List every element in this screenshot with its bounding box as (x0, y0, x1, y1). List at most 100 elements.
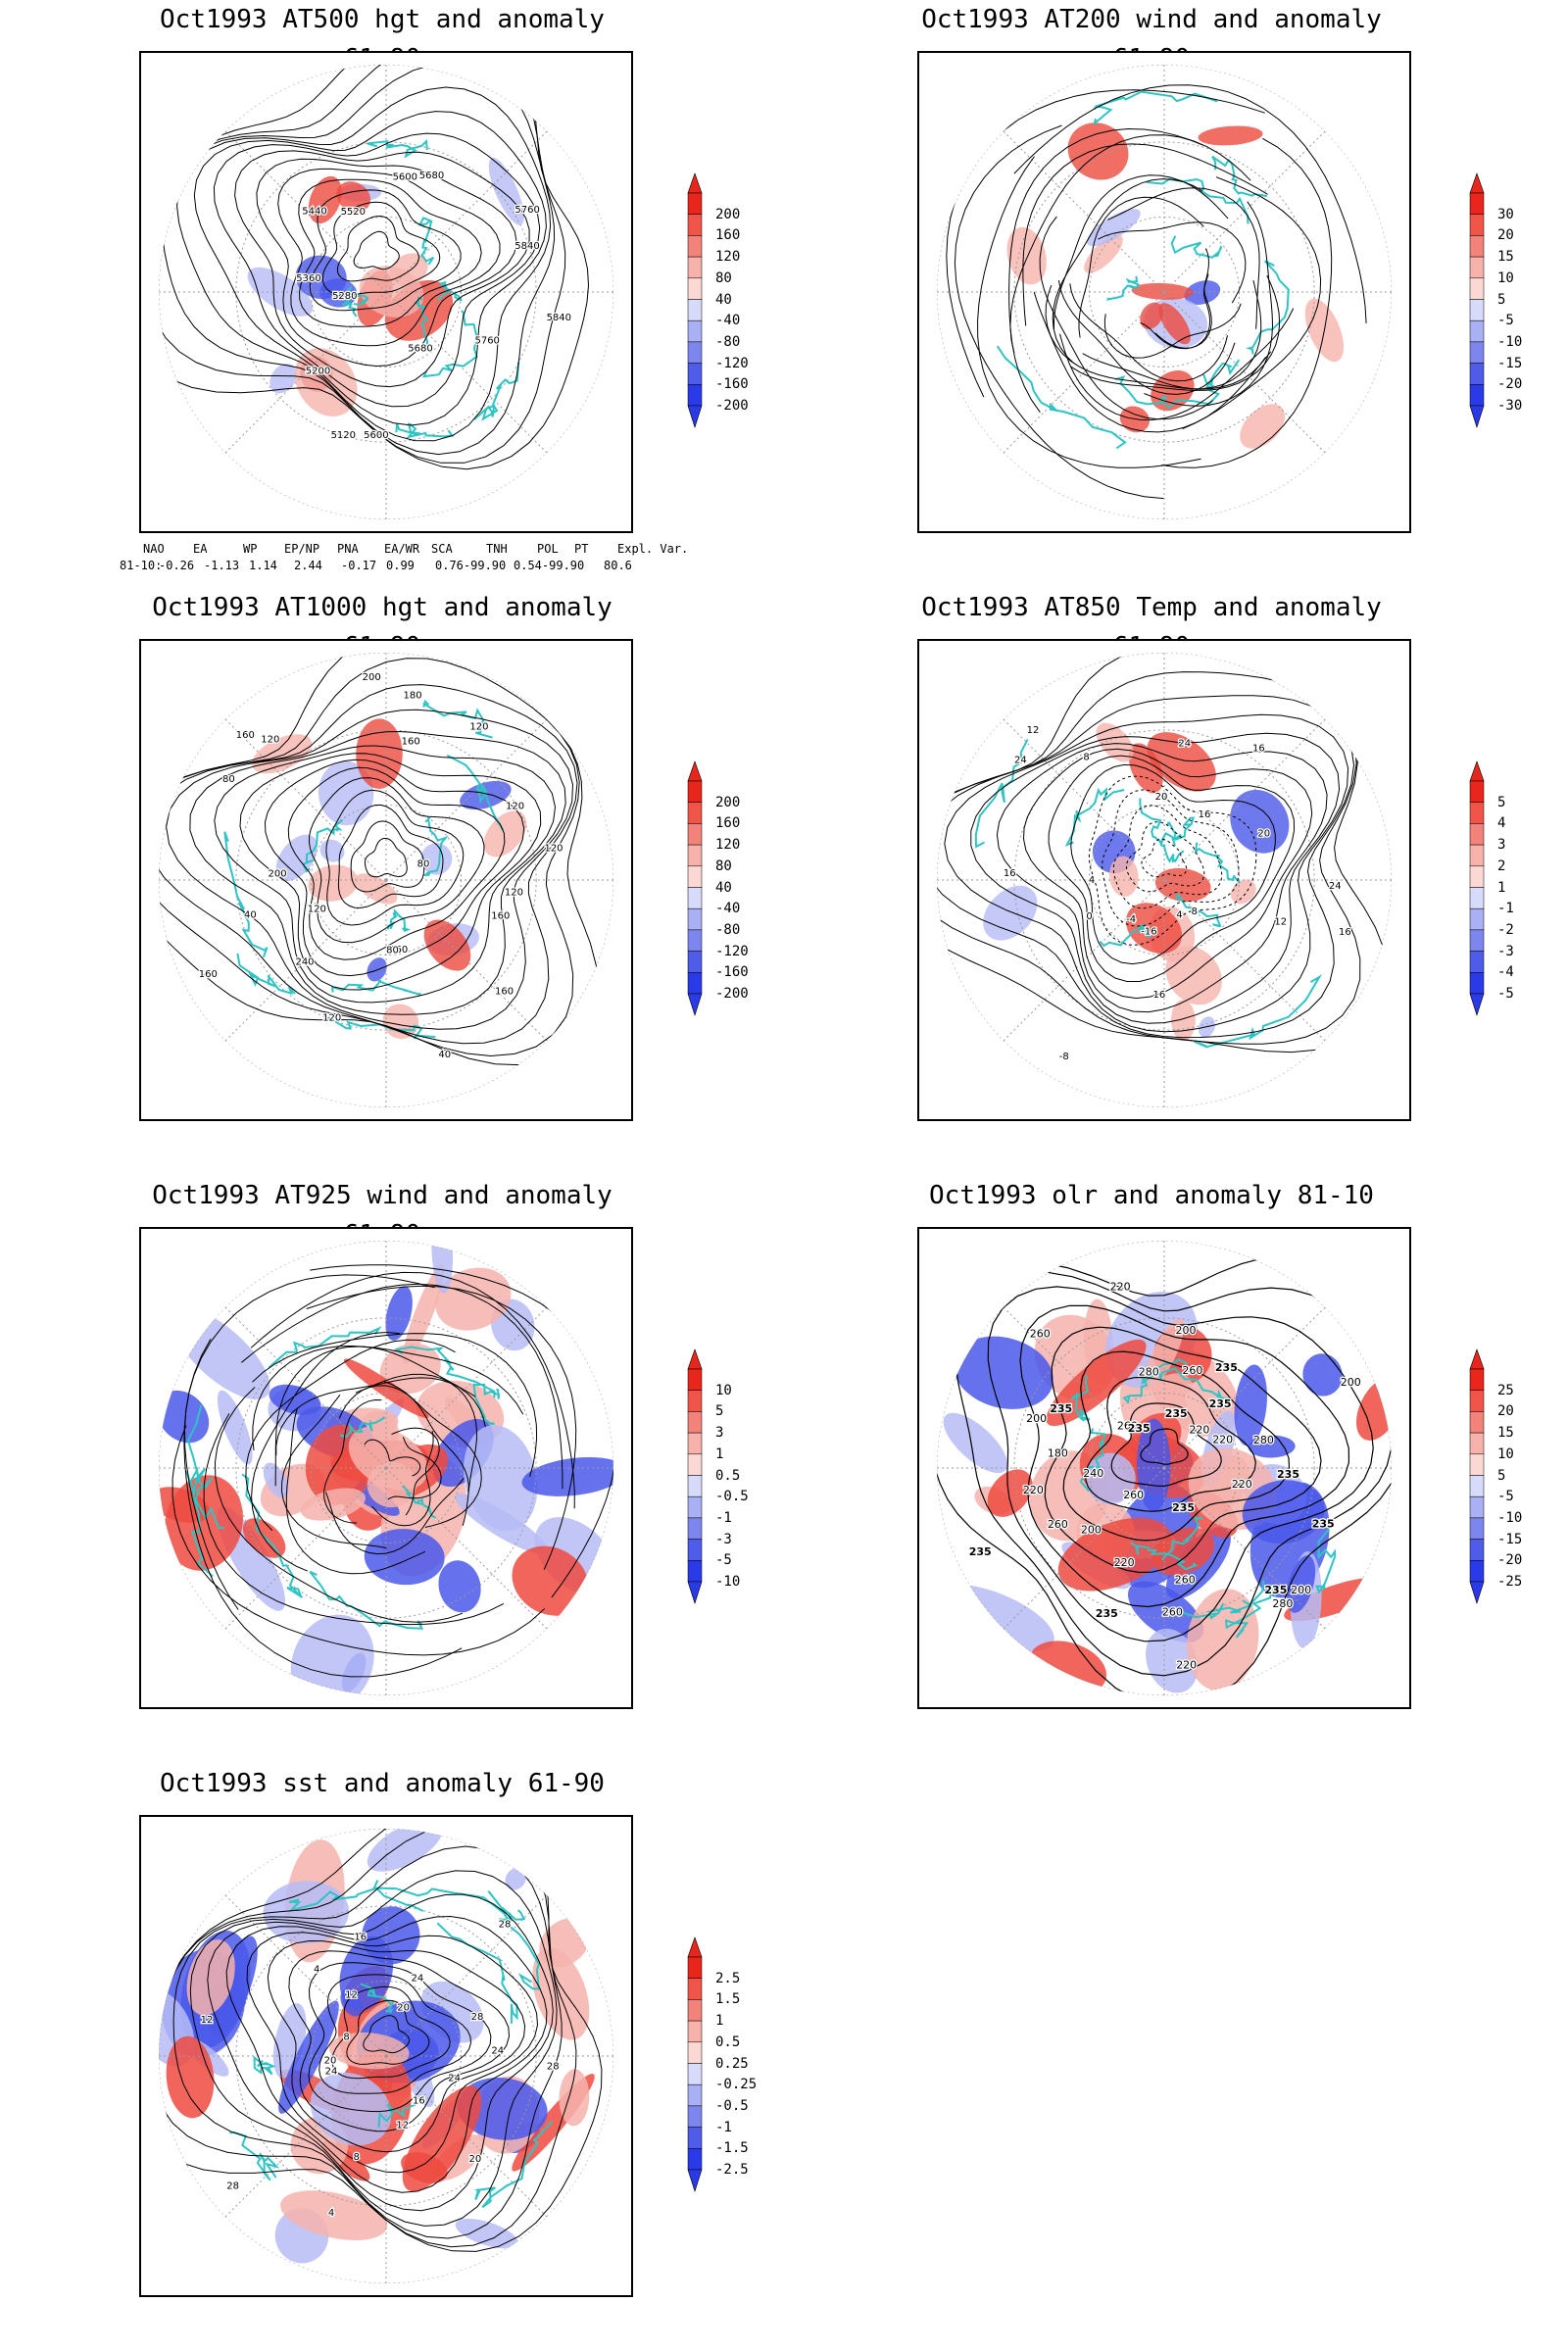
contour-label: 260 (1162, 1606, 1183, 1619)
colorbar-tick-label: 1 (1497, 879, 1506, 896)
contour-label: 240 (295, 956, 314, 967)
colorbar-tick-label: -15 (1497, 1531, 1523, 1547)
contour-label: 280 (1272, 1597, 1293, 1610)
anomaly-shading (483, 810, 527, 858)
contour-label: 235 (1215, 1361, 1238, 1374)
meridian (1003, 1306, 1165, 1469)
anomaly-shading (1242, 1480, 1325, 1544)
anomaly-shading (1287, 1555, 1316, 1613)
anomaly-shading (1137, 1418, 1171, 1512)
anomaly-shading (340, 1988, 364, 2017)
colorbar-tick-label: 40 (715, 291, 732, 308)
colorbar-tick-label: 40 (715, 879, 732, 896)
panel-at500: Oct1993 AT500 hgt and anomaly 61-90 5840… (0, 0, 784, 588)
colorbar-sst: 2.5 1.5 1 0.5 0.25 -0.25 -0.5 -1 -1.5 -2.5 (676, 1936, 794, 2210)
colorbar-tick-label: -5 (1497, 313, 1514, 329)
contour-label: 16 (1004, 868, 1016, 879)
anomaly-shading (1006, 226, 1047, 285)
meridian (385, 2055, 548, 2218)
contour-label: 160 (495, 986, 514, 997)
contour-label: 120 (261, 735, 279, 746)
contour-label: 235 (1277, 1468, 1299, 1481)
contour-label: 5120 (331, 430, 356, 441)
colorbar-tick-label: -1 (715, 1509, 732, 1526)
anomaly-shading (943, 1412, 1008, 1474)
contour-label: 28 (471, 2012, 484, 2023)
colorbar-tick-label: 160 (715, 227, 741, 244)
contour-label: 160 (236, 730, 255, 741)
colorbar-tick-label: -10 (715, 1574, 741, 1590)
colorbar-tick-label: 1.5 (715, 1991, 741, 2008)
contour-label: 4 (328, 2208, 334, 2219)
anomaly-shading (983, 885, 1038, 941)
colorbar-tick-label: -4 (1497, 964, 1514, 981)
meridian (224, 1467, 387, 1630)
colorbar-tick-label: -40 (715, 901, 741, 917)
contour-label: 160 (389, 945, 408, 956)
contour-label: 160 (491, 911, 510, 922)
teleconnection-value: 1.14 (249, 559, 277, 572)
colorbar-tick-label: 0.5 (715, 1467, 741, 1484)
colorbar-tick-label: -3 (715, 1531, 732, 1547)
anomaly-shading (1046, 1339, 1147, 1427)
colorbar-tick-label: -1 (715, 2119, 732, 2135)
contour-label: 280 (1139, 1366, 1159, 1379)
map-at850: 16 12 8 4 16 -16 -8 -4 0 4 16 24 12 8 20 24 16 16 20 24 (917, 639, 1411, 1121)
teleconnection-value: -1.13 (204, 559, 240, 572)
contour-label: 5360 (296, 273, 320, 284)
coastlines (996, 90, 1290, 450)
teleconnection-header-cell: EA (193, 542, 208, 556)
colorbar-at925: 10 5 3 1 0.5 -0.5 -1 -3 -5 -10 (676, 1348, 794, 1622)
polar-map: 2352202002352802352202602602352202602002… (937, 1241, 1392, 1695)
contour-label: 16 (354, 1933, 367, 1943)
contour-label: 4 (1176, 909, 1182, 920)
anomaly-shading (1127, 1581, 1204, 1642)
anomaly-shading (488, 157, 524, 225)
colorbar-tick-label: -20 (1497, 376, 1523, 393)
contours (937, 653, 1390, 1054)
anomaly-shading (987, 1469, 1033, 1517)
teleconnection-header-cell: PNA (337, 542, 359, 556)
contour-label: 24 (412, 1974, 424, 1984)
colorbar-tick-label: 10 (715, 1382, 732, 1398)
colorbar-tick-label: -200 (715, 986, 749, 1002)
colorbar-tick-label: -160 (715, 964, 749, 981)
anomaly-shading (1234, 1364, 1267, 1446)
panel-title: Oct1993 AT1000 hgt and anomaly 61-90 (152, 593, 612, 662)
contour-label: 24 (1014, 756, 1027, 766)
meridian (385, 291, 548, 454)
anomaly-shading (512, 1545, 589, 1616)
contour-label: 120 (308, 905, 326, 915)
colorbar-tick-label: -40 (715, 313, 741, 329)
map-at925 (139, 1227, 633, 1709)
anomaly-shading (1125, 903, 1183, 955)
contour-label: 5520 (341, 207, 366, 218)
map-sst: 28 24 20 16 12 8 4 28 24 20 12 8 4 12 16 20 24 28 28 24 (139, 1815, 633, 2297)
anomaly-shading (1146, 1628, 1199, 1693)
anomaly-shading (505, 1867, 526, 1890)
teleconnection-value: 2.44 (294, 559, 322, 572)
meridian (1163, 1467, 1326, 1630)
colorbar-tick-label: -15 (1497, 355, 1523, 371)
anomaly-shading (1140, 302, 1164, 330)
contour-label: 8 (1192, 906, 1198, 917)
contour-label: 260 (1048, 1518, 1068, 1531)
contour-label: 235 (1165, 1407, 1188, 1420)
meridian (224, 879, 387, 1042)
colorbar-tick-label: 5 (715, 1403, 724, 1420)
polar-map (937, 65, 1392, 519)
anomaly-shading (165, 1475, 243, 1571)
contour-label: 28 (499, 1920, 512, 1931)
contour-label: 8 (343, 2033, 349, 2043)
anomaly-shading (1240, 404, 1286, 449)
colorbar-tick-label: 80 (715, 858, 732, 874)
anomaly-shading (1096, 722, 1134, 762)
colorbar-tick-label: -2 (1497, 921, 1514, 938)
teleconnection-value: 0.54-99.90 (514, 559, 585, 572)
meridian (1163, 1306, 1326, 1469)
anomaly-shading (1198, 125, 1263, 146)
colorbar-tick-label: -2.5 (715, 2162, 749, 2178)
colorbar-scale (1469, 1348, 1485, 1604)
colorbar-scale (687, 172, 703, 428)
colorbar-at850: 5 4 3 2 1 -1 -2 -3 -4 -5 (1458, 760, 1568, 1034)
